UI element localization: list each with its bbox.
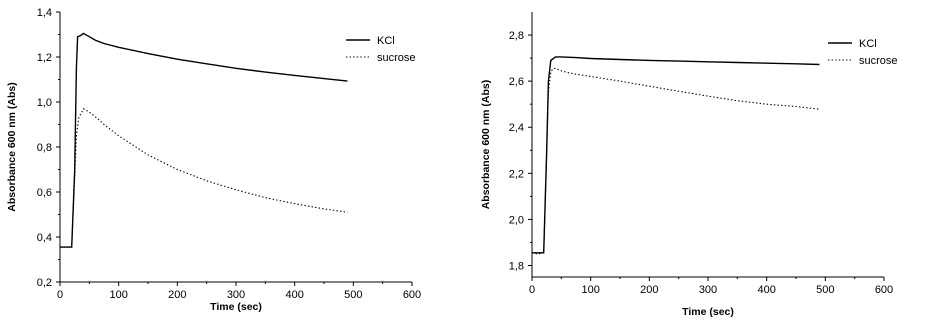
legend-label-kcl: KCl	[859, 38, 877, 50]
series-line-sucrose	[60, 108, 348, 248]
y-tick-label: 2,0	[509, 214, 524, 226]
x-tick-label: 400	[285, 289, 303, 301]
x-tick-label: 100	[581, 284, 599, 296]
series-line-kcl	[532, 56, 820, 254]
y-tick-label: 1,8	[509, 260, 524, 272]
y-tick-label: 1,2	[37, 52, 52, 64]
y-tick-label: 2,2	[509, 168, 524, 180]
y-tick-label: 2,4	[509, 122, 524, 134]
y-tick-label: 1,0	[37, 97, 52, 109]
y-axis-title: Absorbance 600 nm (Abs)	[480, 80, 492, 210]
x-tick-label: 200	[640, 284, 658, 296]
y-tick-label: 0,2	[37, 277, 52, 289]
x-tick-label: 300	[227, 289, 245, 301]
x-tick-label: 300	[699, 284, 717, 296]
series-line-kcl	[60, 32, 348, 248]
x-tick-label: 600	[403, 289, 421, 301]
y-tick-label: 0,8	[37, 142, 52, 154]
x-tick-label: 600	[875, 284, 893, 296]
legend-label-sucrose: sucrose	[859, 55, 898, 67]
x-tick-label: 200	[168, 289, 186, 301]
legend-label-sucrose: sucrose	[377, 52, 416, 64]
x-tick-label: 0	[529, 284, 535, 296]
y-tick-label: 1,4	[37, 7, 52, 19]
x-tick-label: 400	[757, 284, 775, 296]
x-axis-title: Time (sec)	[210, 301, 262, 313]
series-line-sucrose	[531, 67, 820, 255]
x-tick-label: 100	[109, 289, 127, 301]
x-tick-label: 0	[57, 289, 63, 301]
x-tick-label: 500	[816, 284, 834, 296]
y-tick-label: 0,6	[37, 187, 52, 199]
y-tick-label: 0,4	[37, 232, 52, 244]
x-tick-label: 500	[344, 289, 362, 301]
y-tick-label: 2,8	[509, 30, 524, 42]
x-axis-title: Time (sec)	[682, 306, 734, 318]
legend-label-kcl: KCl	[377, 35, 395, 47]
y-tick-label: 2,6	[509, 76, 524, 88]
y-axis-title: Absorbance 600 nm (Abs)	[6, 82, 18, 212]
